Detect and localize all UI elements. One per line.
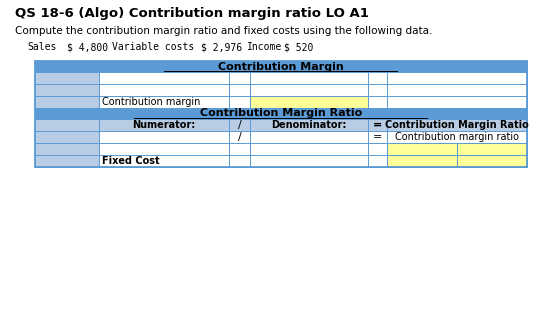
Bar — [99, 155, 228, 167]
Bar — [99, 84, 228, 96]
Text: /: / — [238, 132, 242, 142]
Bar — [35, 119, 99, 131]
Bar — [368, 84, 388, 96]
Bar — [228, 84, 250, 96]
Bar — [35, 84, 99, 96]
Text: /: / — [238, 120, 242, 130]
Bar — [388, 131, 526, 143]
Text: Contribution Margin Ratio: Contribution Margin Ratio — [385, 120, 529, 130]
Bar — [250, 119, 368, 131]
Bar — [228, 119, 250, 131]
Bar — [368, 155, 388, 167]
Bar — [35, 143, 99, 155]
Bar — [457, 155, 526, 167]
Text: Contribution margin: Contribution margin — [102, 97, 201, 107]
Text: Fixed Cost: Fixed Cost — [102, 156, 160, 166]
Bar — [250, 84, 368, 96]
Bar — [35, 96, 99, 108]
Bar — [250, 96, 368, 108]
Bar — [35, 108, 526, 119]
Bar — [368, 72, 388, 84]
Bar — [228, 96, 250, 108]
Bar — [368, 131, 388, 143]
Text: QS 18-6 (Algo) Contribution margin ratio LO A1: QS 18-6 (Algo) Contribution margin ratio… — [15, 7, 369, 20]
Bar — [35, 155, 99, 167]
Bar — [388, 143, 457, 155]
Bar — [368, 119, 388, 131]
Bar — [388, 96, 526, 108]
Bar — [228, 131, 250, 143]
Bar — [99, 131, 228, 143]
Bar — [99, 72, 228, 84]
Bar — [250, 131, 368, 143]
Text: Sales: Sales — [28, 42, 57, 52]
Bar — [250, 143, 368, 155]
Bar — [388, 119, 526, 131]
Bar — [35, 61, 526, 167]
Text: Compute the contribution margin ratio and fixed costs using the following data.: Compute the contribution margin ratio an… — [15, 26, 432, 36]
Bar — [457, 143, 526, 155]
Bar — [368, 96, 388, 108]
Bar — [228, 155, 250, 167]
Bar — [99, 96, 228, 108]
Text: Variable costs: Variable costs — [113, 42, 194, 52]
Bar — [228, 72, 250, 84]
Bar — [35, 72, 99, 84]
Bar — [388, 72, 526, 84]
Text: $ 4,800: $ 4,800 — [66, 42, 108, 52]
Bar — [368, 143, 388, 155]
Text: Contribution Margin: Contribution Margin — [218, 61, 344, 72]
Text: Income: Income — [248, 42, 283, 52]
Text: $ 2,976: $ 2,976 — [201, 42, 242, 52]
Text: =: = — [373, 132, 382, 142]
Bar — [250, 155, 368, 167]
Text: $ 520: $ 520 — [284, 42, 313, 52]
Bar — [35, 61, 526, 72]
Text: Contribution margin ratio: Contribution margin ratio — [395, 132, 519, 142]
Bar — [388, 155, 457, 167]
Bar — [35, 131, 99, 143]
Bar — [99, 143, 228, 155]
Bar — [388, 84, 526, 96]
Bar — [228, 143, 250, 155]
Text: Numerator:: Numerator: — [132, 120, 195, 130]
Text: =: = — [373, 120, 382, 130]
Bar — [99, 119, 228, 131]
Text: Denominator:: Denominator: — [271, 120, 346, 130]
Bar — [250, 72, 368, 84]
Text: Contribution Margin Ratio: Contribution Margin Ratio — [199, 109, 362, 119]
